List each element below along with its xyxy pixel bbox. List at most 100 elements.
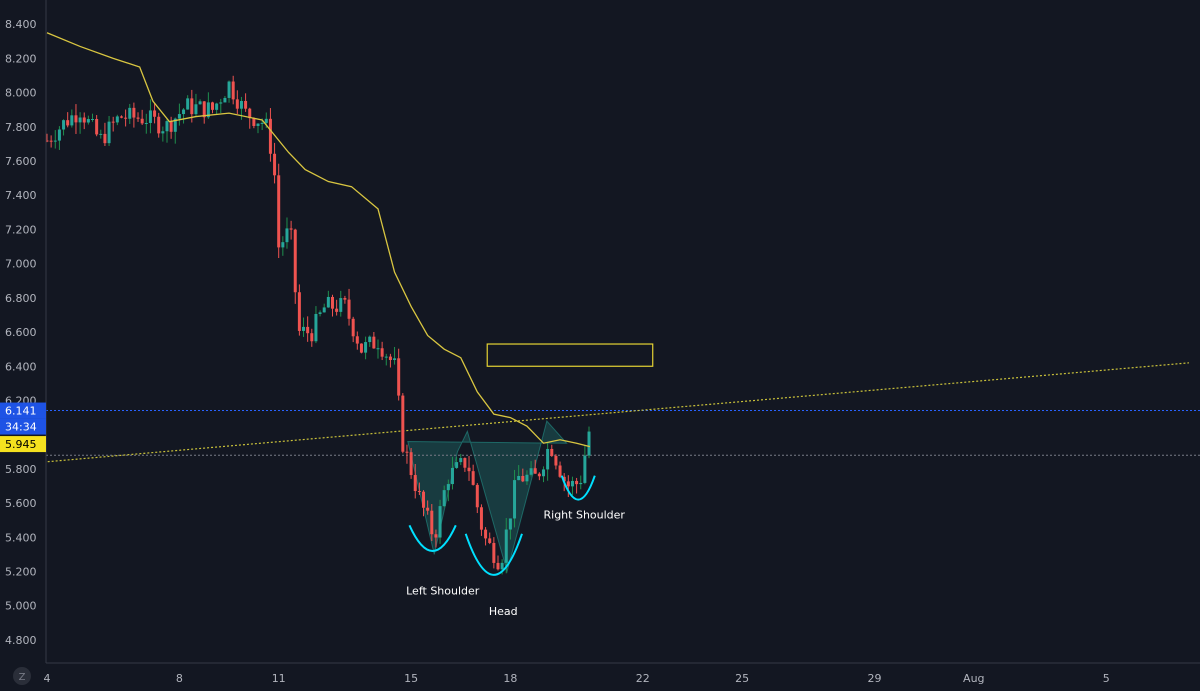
- candle-body[interactable]: [438, 506, 442, 538]
- candle-body[interactable]: [244, 100, 248, 109]
- candle-body[interactable]: [384, 356, 388, 358]
- candle-body[interactable]: [521, 475, 525, 482]
- candle-body[interactable]: [475, 484, 479, 508]
- candle-body[interactable]: [153, 110, 157, 117]
- candle-body[interactable]: [91, 118, 95, 120]
- neckline-trendline[interactable]: [43, 362, 1190, 463]
- candle-body[interactable]: [343, 298, 347, 300]
- candle-body[interactable]: [227, 81, 231, 98]
- candle-body[interactable]: [364, 342, 368, 353]
- head-and-shoulders-pattern[interactable]: [407, 419, 568, 574]
- candle-body[interactable]: [455, 462, 459, 468]
- candle-body[interactable]: [318, 312, 322, 314]
- candle-body[interactable]: [413, 475, 417, 492]
- candle-body[interactable]: [583, 455, 587, 483]
- price-axis[interactable]: 8.6008.4008.2008.0007.8007.6007.4007.200…: [0, 0, 47, 663]
- candle-body[interactable]: [326, 296, 330, 308]
- candle-body[interactable]: [542, 469, 545, 477]
- candle-body[interactable]: [368, 336, 372, 343]
- candle-body[interactable]: [82, 117, 86, 123]
- candle-body[interactable]: [335, 308, 339, 312]
- candle-body[interactable]: [260, 122, 264, 124]
- candle-body[interactable]: [57, 129, 61, 141]
- candle-body[interactable]: [446, 484, 450, 491]
- candle-body[interactable]: [53, 140, 57, 142]
- candle-body[interactable]: [252, 118, 256, 126]
- candle-body[interactable]: [173, 118, 177, 132]
- candle-body[interactable]: [579, 482, 583, 485]
- candle-body[interactable]: [256, 123, 260, 126]
- candle-body[interactable]: [372, 336, 376, 349]
- candle-body[interactable]: [115, 116, 119, 123]
- candle-body[interactable]: [570, 480, 574, 487]
- candle-body[interactable]: [397, 358, 401, 396]
- candle-body[interactable]: [322, 307, 326, 313]
- candle-body[interactable]: [132, 107, 136, 118]
- candle-body[interactable]: [492, 542, 496, 563]
- candle-body[interactable]: [434, 534, 438, 538]
- candle-body[interactable]: [264, 118, 268, 123]
- time-axis[interactable]: 4 8 11 15 18 22 25 29 Aug 5: [0, 662, 1200, 691]
- candle-body[interactable]: [182, 109, 186, 115]
- candle-body[interactable]: [206, 102, 210, 118]
- candle-body[interactable]: [442, 490, 446, 507]
- candle-body[interactable]: [165, 121, 169, 132]
- candle-body[interactable]: [550, 448, 554, 456]
- candle-body[interactable]: [500, 562, 504, 570]
- candle-body[interactable]: [198, 101, 202, 105]
- candle-body[interactable]: [537, 473, 541, 477]
- candle-body[interactable]: [297, 292, 301, 331]
- candle-body[interactable]: [426, 507, 430, 511]
- candle-body[interactable]: [144, 122, 148, 124]
- candle-body[interactable]: [99, 133, 103, 135]
- candle-body[interactable]: [529, 468, 533, 475]
- candle-body[interactable]: [119, 116, 123, 118]
- candle-body[interactable]: [45, 140, 49, 142]
- candle-body[interactable]: [302, 326, 306, 331]
- candle-body[interactable]: [533, 468, 537, 474]
- candle-body[interactable]: [74, 115, 78, 123]
- candle-body[interactable]: [393, 358, 397, 361]
- candle-body[interactable]: [417, 491, 421, 493]
- candle-body[interactable]: [484, 529, 488, 539]
- candle-body[interactable]: [268, 118, 272, 154]
- candle-body[interactable]: [467, 467, 471, 472]
- candle-body[interactable]: [107, 121, 111, 144]
- candle-body[interactable]: [231, 81, 235, 100]
- candle-body[interactable]: [388, 356, 392, 361]
- candle-body[interactable]: [558, 465, 562, 477]
- candle-body[interactable]: [587, 431, 591, 456]
- candle-body[interactable]: [401, 395, 405, 452]
- candle-body[interactable]: [339, 298, 343, 312]
- candle-body[interactable]: [128, 107, 132, 119]
- candle-body[interactable]: [239, 100, 243, 109]
- candle-body[interactable]: [575, 480, 579, 485]
- candle-body[interactable]: [49, 140, 53, 142]
- candle-body[interactable]: [124, 117, 128, 119]
- candle-body[interactable]: [103, 133, 107, 144]
- candle-body[interactable]: [471, 471, 475, 485]
- candle-body[interactable]: [289, 228, 293, 230]
- candle-body[interactable]: [479, 507, 483, 530]
- candle-body[interactable]: [513, 480, 517, 519]
- candle-body[interactable]: [508, 518, 512, 530]
- candle-body[interactable]: [169, 121, 173, 132]
- candle-body[interactable]: [450, 467, 454, 485]
- candle-body[interactable]: [215, 103, 219, 110]
- candle-body[interactable]: [219, 102, 223, 104]
- candle-body[interactable]: [463, 458, 467, 468]
- candle-body[interactable]: [310, 333, 314, 342]
- candle-body[interactable]: [525, 474, 529, 482]
- candle-body[interactable]: [140, 118, 144, 124]
- candle-body[interactable]: [376, 348, 380, 350]
- candle-body[interactable]: [148, 110, 152, 123]
- candle-body[interactable]: [277, 175, 281, 248]
- candle-body[interactable]: [488, 538, 492, 543]
- candle-body[interactable]: [285, 228, 289, 243]
- candle-body[interactable]: [504, 529, 508, 563]
- candle-body[interactable]: [496, 562, 500, 570]
- axis-corner-button[interactable]: [13, 667, 31, 685]
- candle-body[interactable]: [314, 313, 318, 342]
- candle-body[interactable]: [62, 120, 66, 130]
